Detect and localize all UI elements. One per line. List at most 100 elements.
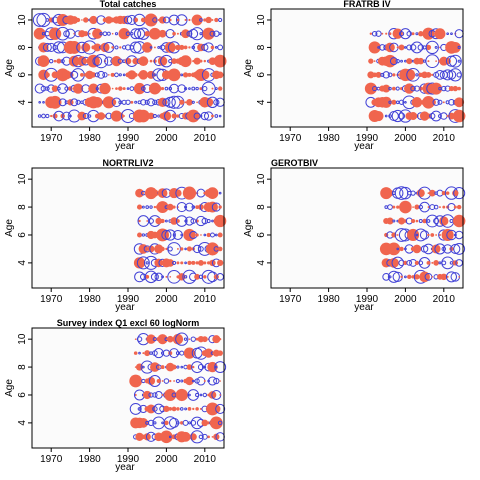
bubble-negative [97,112,105,120]
bubble-negative [122,87,126,91]
bubble-negative [196,101,198,104]
bubble-negative [83,31,89,37]
bubble-positive [164,86,169,91]
bubble-negative [187,407,192,411]
bubble-positive [175,378,180,384]
bubble-negative [187,260,192,265]
bubble-negative [418,86,423,91]
bubble-positive [144,270,158,284]
bubble-positive [42,42,52,52]
bubble-positive [114,72,119,78]
bubble-positive [209,30,216,37]
bubble-negative [200,70,210,80]
bubble-negative [435,234,438,236]
bubble-positive [434,45,438,49]
bubble-positive [415,233,419,237]
bubble-negative [422,218,427,224]
bubble-negative [195,233,199,237]
bubble-negative [157,334,168,345]
bubble-negative [428,189,436,197]
bubble-negative [186,364,193,370]
bubble-negative [392,205,396,209]
bubble-negative [391,99,397,105]
chart-panel-5: Survey index Q1 excl 60 logNorm 1970 1980 1… [4,318,227,473]
bubble-positive [379,44,386,51]
bubble-negative [164,388,177,401]
bubble-positive [218,114,222,118]
bubble-positive [176,421,180,425]
bubble-negative [135,432,144,441]
bubble-positive [164,219,168,223]
bubble-negative [412,206,414,208]
x-tick-label: 2010 [194,294,217,305]
bubble-negative [442,205,446,209]
bubble-positive [437,99,443,105]
bubble-negative [434,28,446,40]
bubble-negative [431,261,434,264]
bubble-positive [209,232,215,238]
bubble-positive [387,204,393,210]
bubble-positive [46,42,56,53]
bubble-positive [380,72,385,77]
bubble-positive [87,114,92,118]
bubble-negative [206,232,211,238]
bubble-positive [203,233,207,237]
x-axis-label: year [115,302,135,313]
bubble-positive [191,361,204,374]
y-tick-label: 10 [256,14,267,26]
bubble-negative [146,115,149,118]
bubble-negative [454,97,465,108]
bubble-negative [169,379,172,383]
bubble-positive [450,32,453,36]
bubble-positive [141,233,146,237]
bubble-negative [134,393,137,397]
bubble-positive [118,73,122,77]
bubble-negative [184,18,187,22]
bubble-positive [106,31,111,36]
y-tick-label: 10 [17,14,28,26]
bubble-negative [199,407,202,410]
bubble-negative [38,69,49,81]
bubble-negative [182,186,197,200]
bubble-positive [425,40,439,55]
bubble-positive [453,187,466,200]
y-tick-label: 8 [256,204,267,210]
bubble-negative [203,59,207,63]
bubble-positive [387,270,400,283]
bubble-positive [45,113,50,119]
bubble-negative [408,206,411,208]
bubble-negative [172,333,184,345]
bubble-positive [400,59,404,63]
bubble-positive [184,261,187,265]
bubble-negative [417,57,425,65]
bubble-negative [87,54,100,68]
bubble-negative [210,45,215,50]
bubble-positive [130,28,142,40]
x-tick-label: 2010 [433,294,456,305]
bubble-negative [68,55,80,67]
bubble-positive [114,32,119,36]
bubble-positive [49,58,54,64]
bubble-positive [435,69,445,80]
bubble-positive [175,332,189,346]
bubble-negative [403,68,416,81]
bubble-negative [188,18,191,22]
bubble-positive [388,100,392,104]
bubble-negative [156,201,169,214]
bubble-negative [386,189,394,197]
bubble-positive [142,365,145,369]
bubble-negative [431,244,441,254]
bubble-negative [427,233,430,237]
bubble-positive [58,98,67,107]
bubble-positive [75,99,81,105]
bubble-negative [411,32,415,36]
bubble-negative [177,248,179,250]
bubble-positive [148,392,154,398]
bubble-negative [207,421,211,425]
bubble-negative [412,244,422,254]
bubble-negative [146,334,156,344]
bubble-negative [151,189,159,197]
bubble-negative [381,32,384,35]
bubble-positive [175,14,188,26]
bubble-negative [164,420,169,426]
